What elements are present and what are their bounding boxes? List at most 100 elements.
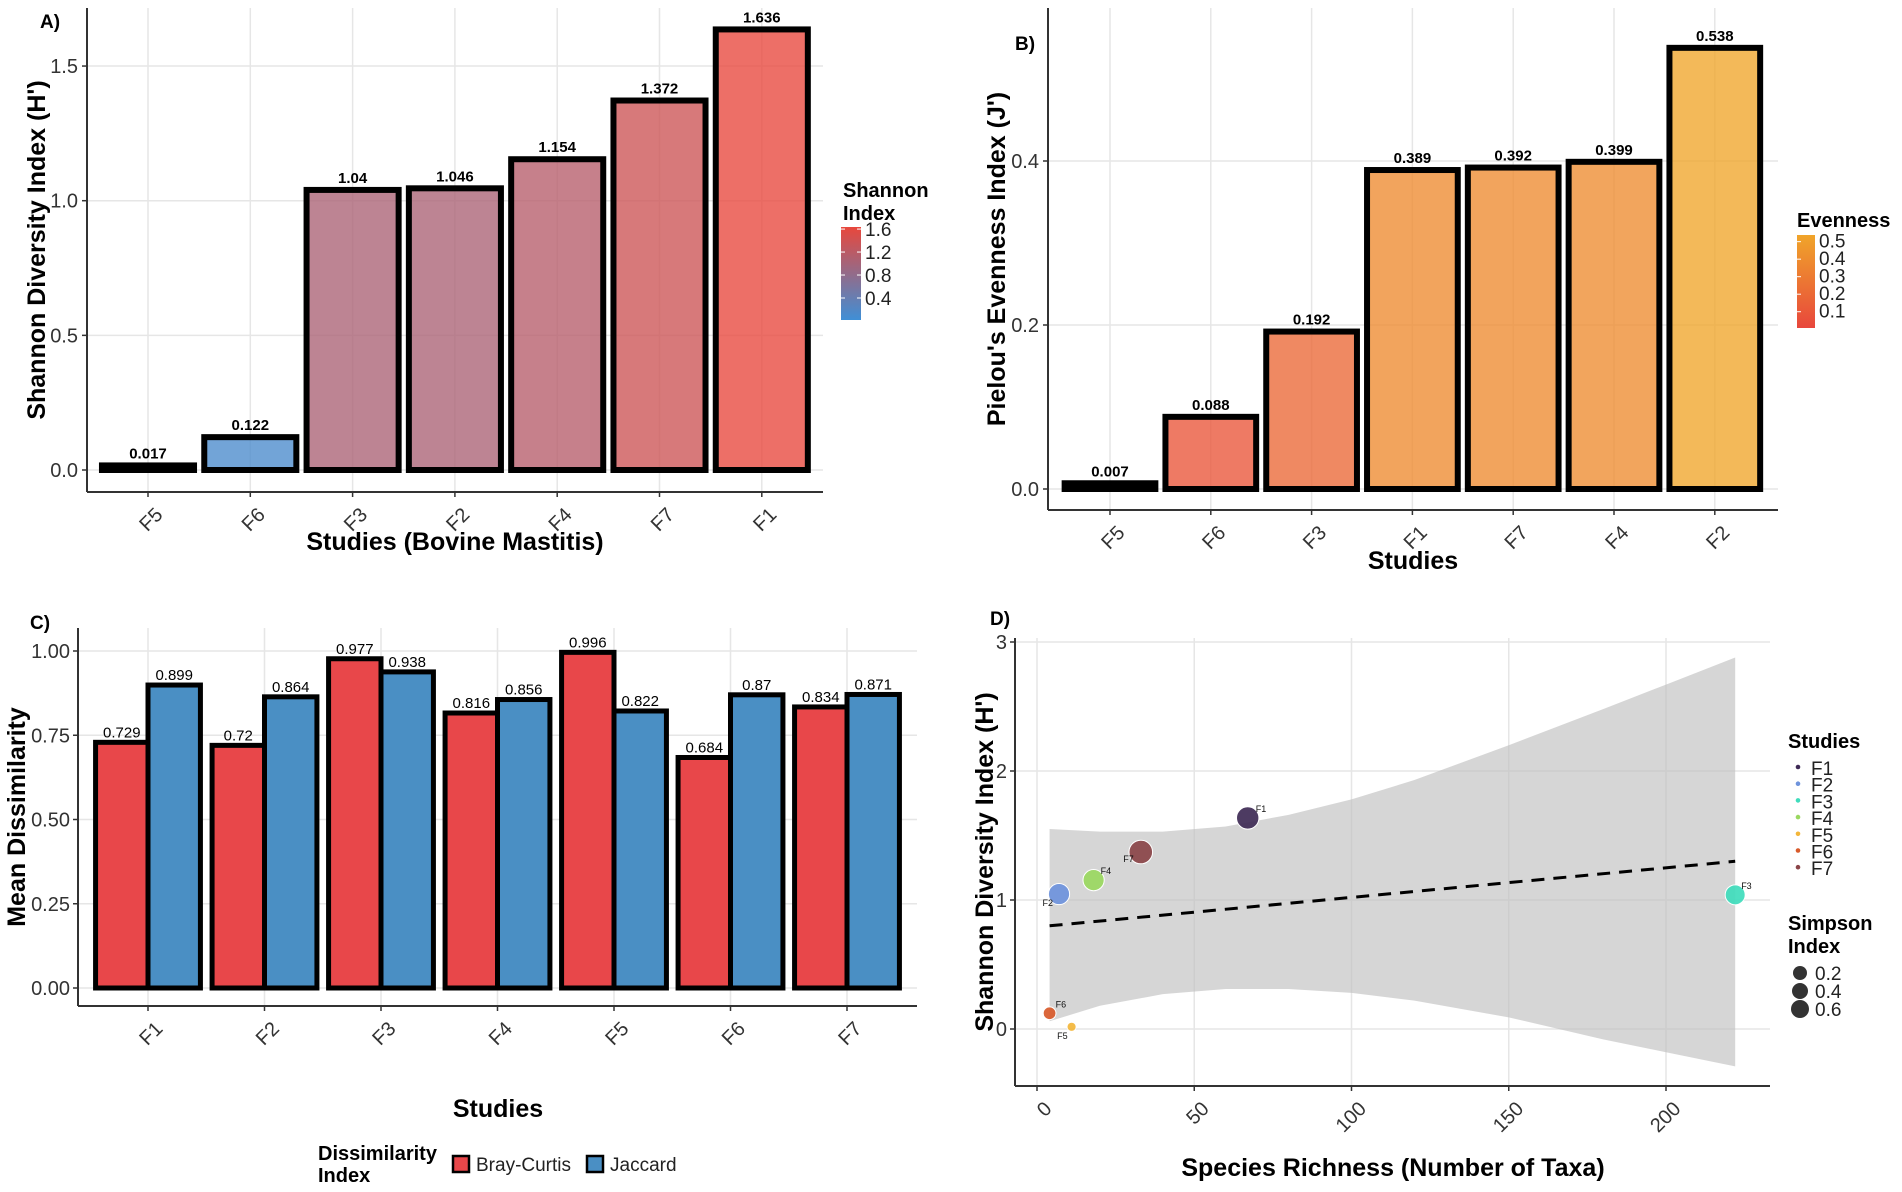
legend-label-bray-curtis: Bray-Curtis — [476, 1155, 571, 1176]
confidence-band — [1049, 657, 1736, 1067]
point-label: F1 — [1256, 804, 1267, 814]
y-tick-label: 0.2 — [1011, 315, 1039, 337]
bar-value-label: 0.088 — [1192, 397, 1230, 414]
bar-F4 — [1565, 158, 1663, 492]
bar-value-label: 0.938 — [388, 654, 426, 671]
y-tick-label: 2 — [996, 761, 1007, 783]
bar-value-label: 0.72 — [224, 727, 253, 744]
bar-value-label: 0.192 — [1293, 312, 1331, 329]
legend-title-line2: Index — [318, 1165, 370, 1187]
bar-value-label: 0.017 — [129, 445, 167, 462]
x-tick-label: F4 — [1601, 522, 1633, 554]
legend-title-studies: Studies — [1788, 731, 1860, 753]
panel-label: D) — [990, 609, 1010, 630]
bar-F6 — [1162, 413, 1260, 492]
legend-dot-F4 — [1795, 814, 1801, 820]
y-axis-title: Pielou's Evenness Index (J') — [983, 92, 1011, 426]
y-axis-title: Mean Dissimilarity — [3, 707, 31, 927]
x-axis-title: Studies — [453, 1095, 543, 1123]
x-tick-label: 200 — [1646, 1098, 1685, 1137]
point-F7 — [1128, 839, 1154, 865]
bar-F7 — [610, 97, 709, 474]
y-axis-title: Shannon Diversity Index (H') — [23, 80, 51, 419]
bar-F1-bray-curtis — [93, 739, 151, 991]
x-tick-label: F2 — [1702, 522, 1734, 554]
bar-value-label: 0.122 — [232, 417, 270, 434]
y-tick-label: 0.5 — [50, 325, 78, 347]
y-tick-label: 0.75 — [31, 725, 70, 747]
bar-F4 — [508, 156, 607, 473]
y-tick-label: 1.5 — [50, 56, 78, 78]
y-tick-label: 1 — [996, 890, 1007, 912]
x-tick-label: F1 — [749, 504, 781, 536]
point-label: F4 — [1101, 866, 1112, 876]
legend-dot-F2 — [1795, 781, 1801, 786]
bar-value-label: 0.864 — [272, 679, 310, 696]
x-axis-title: Studies (Bovine Mastitis) — [306, 528, 603, 556]
bar-value-label: 0.899 — [155, 667, 193, 684]
bar-value-label: 0.389 — [1394, 150, 1432, 167]
legend-size-label: 0.4 — [1815, 982, 1842, 1003]
legend-dot-F1 — [1795, 764, 1801, 770]
bar-F6 — [201, 434, 300, 473]
bar-F3-jaccard — [378, 669, 436, 991]
point-label: F7 — [1123, 854, 1134, 864]
colorbar — [1797, 235, 1815, 328]
bar-value-label: 0.816 — [453, 695, 491, 712]
panel-c: 0.729 0.899 0.72 0.864 0.977 0.938 0.816 0.856 0… — [3, 613, 917, 1187]
point-F1 — [1236, 806, 1260, 830]
bar-value-label: 0.822 — [621, 693, 659, 710]
x-tick-label: F3 — [368, 1018, 400, 1050]
x-tick-label: F5 — [135, 504, 167, 536]
point-label: F6 — [1056, 999, 1067, 1009]
panel-b: 0.007 0.088 0.192 0.389 0.392 0.399 0.538 0.0 0.… — [983, 8, 1890, 575]
bar-F1 — [1364, 167, 1461, 493]
legend-swatch-bray-curtis — [451, 1154, 471, 1174]
y-tick-label: 3 — [996, 632, 1007, 654]
colorbar — [841, 227, 861, 320]
y-tick-label: 0.0 — [1011, 479, 1039, 501]
x-tick-label: F7 — [1501, 522, 1533, 554]
point-F6 — [1042, 1006, 1057, 1021]
panel-label: B) — [1015, 34, 1035, 55]
bar-F5 — [1061, 480, 1159, 493]
point-label: F2 — [1042, 898, 1053, 908]
legend-swatch-jaccard — [585, 1154, 605, 1174]
y-axis-title: Shannon Diversity Index (H') — [971, 692, 999, 1031]
bar-value-label: 0.399 — [1595, 142, 1633, 159]
x-tick-label: F6 — [1198, 522, 1230, 554]
x-tick-label: 0 — [1033, 1098, 1056, 1121]
x-tick-label: F7 — [834, 1018, 866, 1050]
colorbar-tick-label: 1.6 — [865, 220, 891, 241]
point-label: F5 — [1057, 1031, 1068, 1041]
bar-value-label: 0.87 — [742, 677, 771, 694]
legend-label-F5: F5 — [1811, 826, 1833, 847]
bar-F5 — [98, 462, 198, 474]
bar-value-label: 0.007 — [1091, 463, 1129, 480]
panel-label: A) — [40, 12, 60, 33]
legend-label-F3: F3 — [1811, 792, 1833, 813]
x-tick-label: F1 — [135, 1018, 167, 1050]
colorbar-tick-label: 0.1 — [1819, 302, 1845, 323]
point-F5 — [1066, 1021, 1077, 1032]
legend-label-jaccard: Jaccard — [610, 1155, 677, 1176]
x-axis-title: Species Richness (Number of Taxa) — [1181, 1154, 1604, 1182]
bar-F1-jaccard — [145, 682, 203, 991]
bar-F2 — [405, 185, 504, 473]
bar-F3 — [1263, 328, 1360, 492]
legend-dot-F5 — [1795, 831, 1801, 837]
bar-F4-bray-curtis — [442, 710, 501, 991]
bar-value-label: 1.04 — [338, 170, 368, 187]
legend-title-simpson-line1: Simpson — [1788, 913, 1872, 935]
bar-value-label: 0.977 — [336, 641, 374, 658]
bar-value-label: 1.046 — [436, 168, 474, 185]
legend-dot-F6 — [1795, 848, 1801, 853]
bar-F3 — [303, 186, 402, 473]
legend-size-label: 0.2 — [1815, 964, 1841, 985]
x-tick-label: F4 — [485, 1018, 517, 1050]
y-tick-label: 0.4 — [1011, 151, 1039, 173]
x-tick-label: 50 — [1182, 1098, 1213, 1129]
legend-label-F6: F6 — [1811, 843, 1833, 864]
colorbar-tick-label: 0.8 — [865, 266, 891, 287]
